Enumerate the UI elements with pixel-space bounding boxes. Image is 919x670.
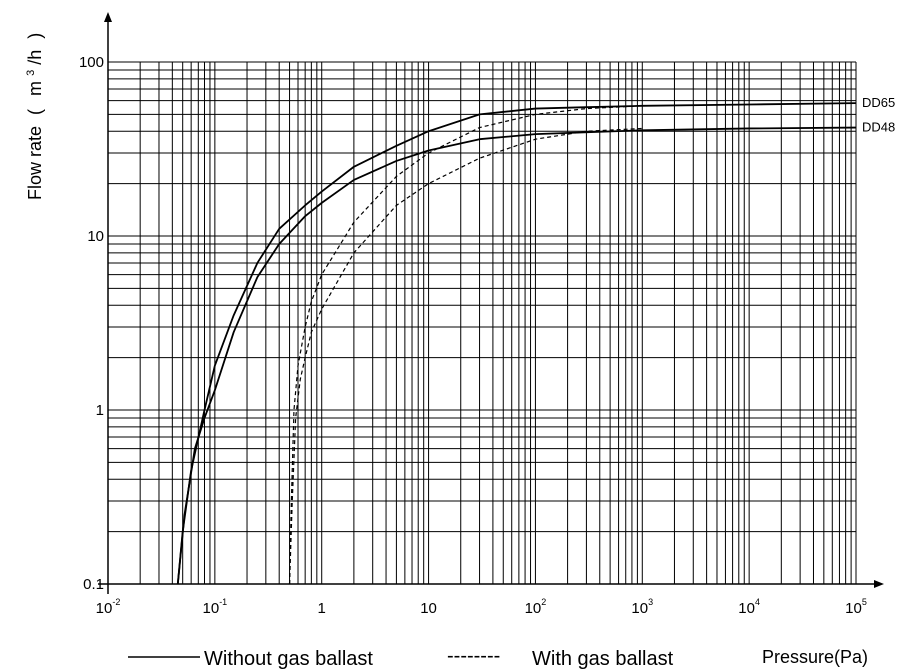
y-axis-title-paren-open: (	[25, 109, 45, 115]
x-tick-labels: 10-2 10-1 1 10 102 103 104 105	[96, 597, 867, 617]
y-tick-labels: 0.1 1 10 100	[79, 54, 104, 593]
series-label-dd65: DD65	[862, 95, 895, 110]
y-tick-label: 100	[79, 54, 104, 71]
x-axis-title: Pressure(Pa)	[762, 647, 868, 667]
x-axis-arrow	[874, 580, 884, 588]
legend: Without gas ballast -------- With gas ba…	[128, 645, 674, 670]
series-lines	[176, 102, 857, 585]
y-tick-label: 1	[96, 402, 104, 419]
solid-series-line-1	[176, 126, 857, 585]
legend-dashed-sample: --------	[447, 645, 500, 667]
x-tick-label: 104	[738, 597, 760, 617]
legend-dashed-label: With gas ballast	[532, 648, 674, 670]
solid-series-line-0	[176, 102, 857, 585]
series-label-dd48: DD48	[862, 120, 895, 135]
x-tick-label: 103	[631, 597, 653, 617]
x-tick-label: 10-1	[203, 597, 228, 617]
y-axis-title-unit-base: m	[25, 81, 45, 96]
series-labels: DD65 DD48	[862, 95, 895, 134]
y-tick-label: 0.1	[83, 576, 104, 593]
dashed-series-line-2	[288, 105, 643, 585]
y-tick-label: 10	[87, 228, 104, 245]
axes	[98, 12, 884, 594]
y-axis-title-unit-rest: /h	[25, 50, 45, 65]
y-axis-title-main: Flow rate	[25, 126, 45, 200]
y-axis-title: Flow rate ( m 3 /h )	[18, 33, 45, 200]
legend-solid-label: Without gas ballast	[204, 648, 373, 670]
grid	[108, 61, 857, 584]
x-tick-label: 1	[318, 600, 326, 617]
x-tick-label: 10-2	[96, 597, 121, 617]
y-axis-title-unit-exp: 3	[25, 70, 37, 76]
x-tick-label: 102	[525, 597, 547, 617]
x-tick-label: 105	[845, 597, 867, 617]
dashed-series-line-3	[288, 127, 643, 585]
y-axis-arrow	[104, 12, 112, 22]
x-tick-label: 10	[420, 600, 437, 617]
y-axis-title-paren-close: )	[25, 33, 45, 39]
